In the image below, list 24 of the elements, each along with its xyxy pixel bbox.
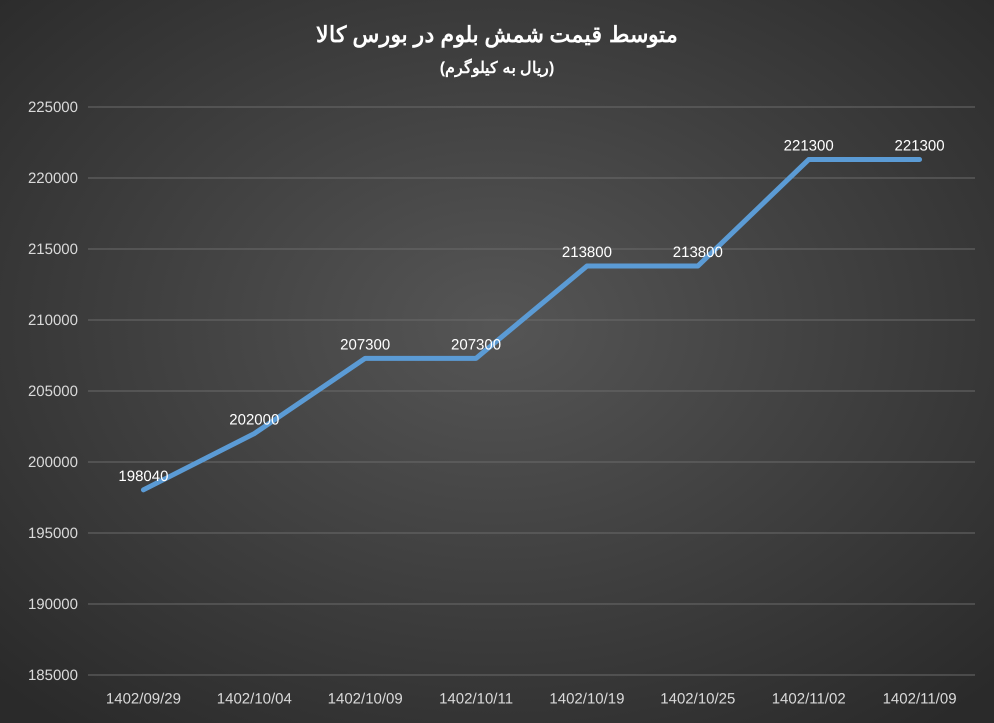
x-tick-label: 1402/10/09 [328,690,403,708]
chart-subtitle: (ریال به کیلوگرم) [440,58,554,78]
y-tick-label: 225000 [28,98,78,116]
x-tick-label: 1402/09/29 [106,690,181,708]
data-label: 198040 [118,468,168,485]
x-tick-label: 1402/10/04 [216,690,292,708]
x-tick-label: 1402/10/11 [439,690,514,708]
data-label: 221300 [784,138,834,155]
data-label: 207300 [340,336,390,354]
y-tick-label: 195000 [28,524,78,542]
x-tick-label: 1402/11/09 [882,690,957,708]
y-tick-label: 220000 [28,170,78,187]
y-tick-label: 205000 [28,382,78,400]
y-tick-label: 185000 [28,666,78,684]
y-tick-label: 210000 [28,312,78,329]
y-tick-label: 200000 [28,454,78,471]
x-tick-label: 1402/11/02 [772,690,846,708]
data-label: 221300 [894,138,945,155]
data-label: 213800 [562,244,612,262]
x-tick-label: 1402/10/25 [660,690,736,708]
chart-title: متوسط قیمت شمش بلوم در بورس کالا [316,22,678,48]
y-tick-label: 190000 [28,596,78,613]
y-tick-label: 215000 [28,240,78,258]
x-tick-label: 1402/10/19 [549,690,624,708]
